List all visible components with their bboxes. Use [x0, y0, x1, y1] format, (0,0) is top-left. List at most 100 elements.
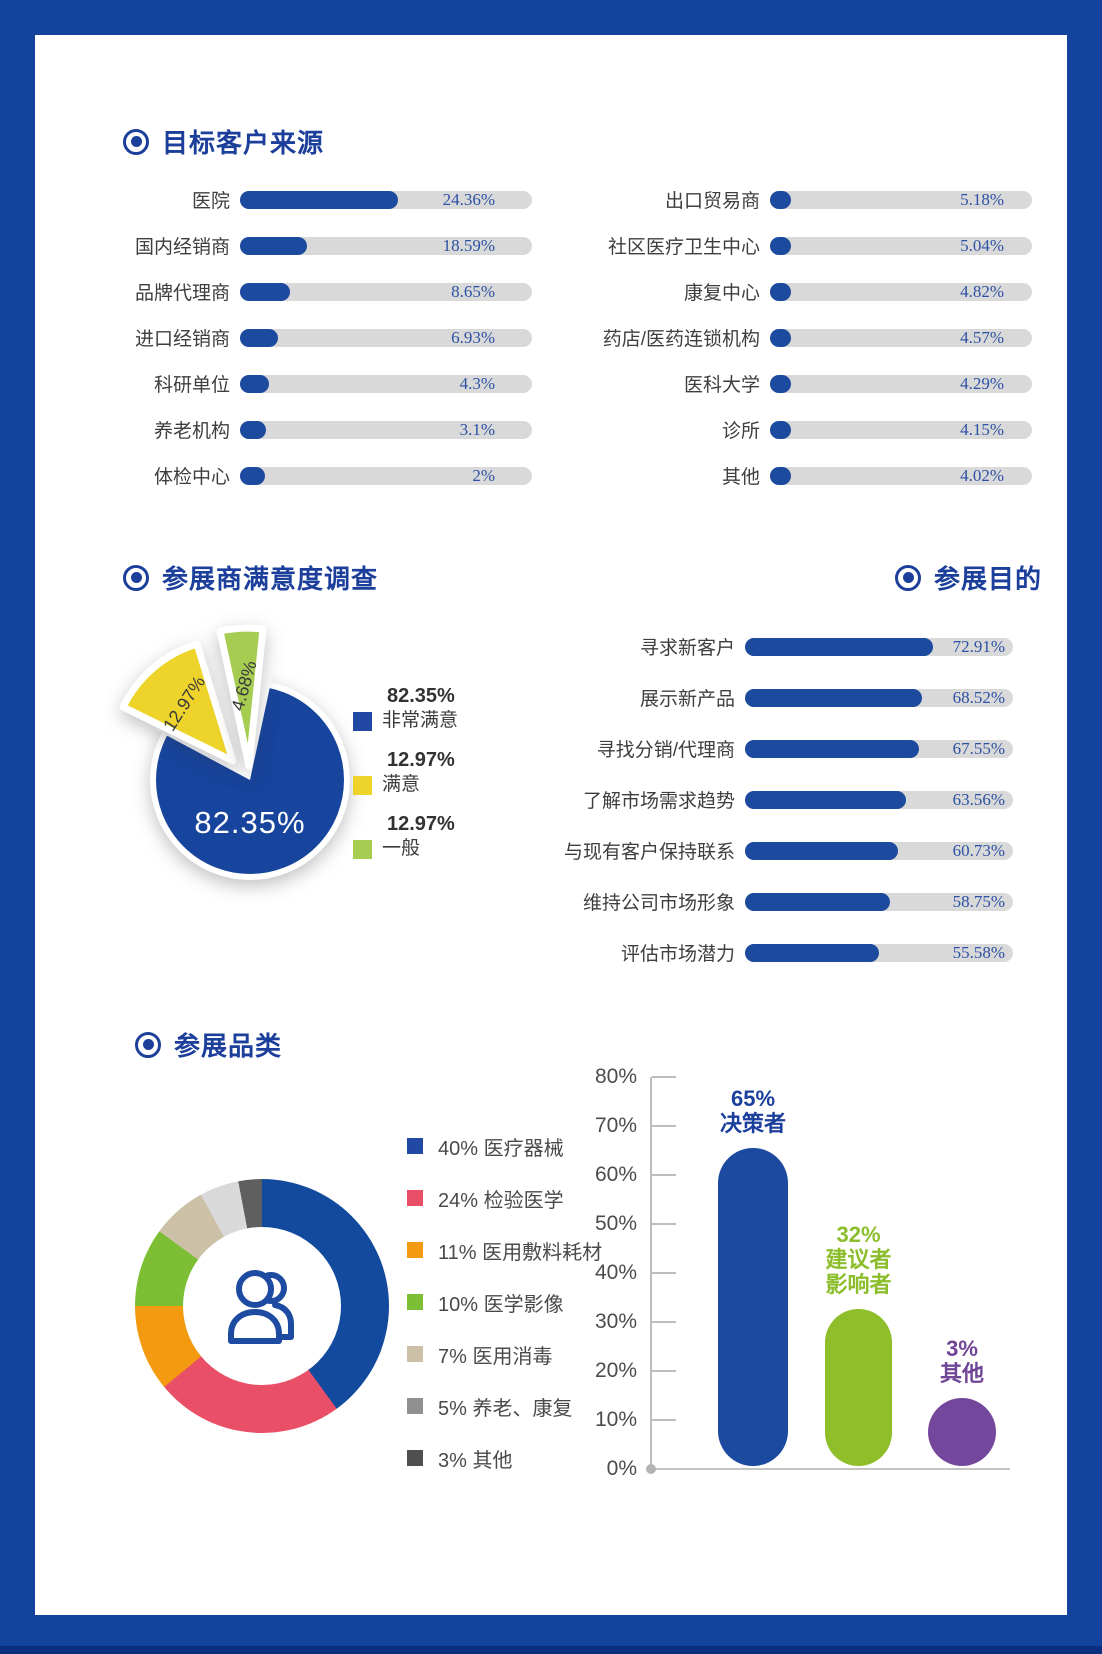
bar-row: 进口经销商 6.93% [60, 324, 532, 351]
bar-track: 4.82% [770, 281, 1032, 301]
bar-category-label: 出口贸易商 [664, 191, 760, 212]
bar-track: 4.57% [770, 327, 1032, 347]
bar-category-label: 医科大学 [683, 375, 760, 396]
bar-category-label: 药店/医药连锁机构 [602, 329, 760, 350]
bar-track: 6.93% [240, 327, 532, 347]
bar-row: 体检中心 2% [60, 462, 532, 489]
bar-track: 67.55% [745, 738, 1013, 758]
axis-tick-label: 50% [594, 1212, 637, 1235]
legend-color-swatch [407, 1138, 423, 1154]
bar-track: 60.73% [745, 840, 1013, 860]
bottom-strip [0, 1646, 1102, 1654]
legend-label: 10% 医学影像 [438, 1293, 564, 1316]
legend-entry: 40% 医疗器械 [407, 1135, 602, 1160]
axis-tick [652, 1174, 676, 1176]
bar-track: 72.91% [745, 637, 1013, 656]
bar-category-label: 医院 [191, 191, 230, 212]
bar-category-label: 诊所 [721, 421, 760, 442]
axis-origin-dot [646, 1464, 656, 1474]
bar-value: 3.1% [459, 419, 495, 439]
bar-fill [745, 637, 933, 656]
bar-category-label: 寻求新客户 [639, 638, 735, 659]
bar-value: 4.57% [960, 327, 1004, 347]
section-bullet-icon [123, 564, 149, 591]
bar-row: 评估市场潜力 55.58% [540, 939, 1013, 966]
bar-row: 国内经销商 18.59% [60, 232, 532, 259]
bar-row: 养老机构 3.1% [60, 416, 532, 443]
legend-label: 3% 其他 [438, 1449, 513, 1472]
categories-legend: 40% 医疗器械 24% 检验医学 11% 医用敷料耗材 10% 医学影像 7% 医用消… [407, 1135, 602, 1499]
bar-track: 5.04% [770, 236, 1032, 255]
legend-entry: 24% 检验医学 [407, 1187, 602, 1212]
bar-fill [240, 328, 278, 347]
section-title-text: 参展目的 [934, 564, 1043, 594]
bar-row: 展示新产品 68.52% [540, 684, 1013, 711]
legend-label: 一般 [382, 838, 421, 859]
role-bar-label: 3% 其他 [872, 1336, 1052, 1386]
bar-category-label: 品牌代理商 [134, 283, 230, 304]
bar-row: 医科大学 4.29% [547, 370, 1032, 397]
customer-sources-left-column: 医院 24.36% 国内经销商 18.59% 品牌代理商 8.65% 进口经销商 6.93% 科… [60, 186, 532, 508]
bar-row: 维持公司市场形象 58.75% [540, 888, 1013, 915]
section-bullet-icon [895, 564, 921, 591]
bar-value: 4.82% [960, 281, 1004, 301]
role-bar-label: 32% 建议者 影响者 [769, 1222, 949, 1297]
axis-tick [652, 1223, 676, 1225]
satisfaction-legend: 82.35% 非常满意 12.97% 满意 12.97% 一般 [353, 685, 458, 877]
section-bullet-icon [123, 128, 149, 155]
bar-track: 4.02% [770, 466, 1032, 485]
bar-category-label: 康复中心 [683, 283, 760, 304]
bar-track: 4.15% [770, 420, 1032, 439]
legend-entry: 10% 医学影像 [407, 1291, 602, 1316]
axis-tick-label: 60% [594, 1163, 637, 1186]
bar-category-label: 体检中心 [153, 467, 230, 488]
x-axis-line [650, 1468, 1010, 1470]
bar-value: 8.65% [451, 281, 495, 301]
bar-fill [770, 236, 791, 255]
bar-row: 其他 4.02% [547, 462, 1032, 489]
bar-fill [240, 420, 267, 439]
bar-value: 18.59% [442, 235, 495, 255]
legend-label: 40% 医疗器械 [438, 1137, 564, 1160]
bar-value: 60.73% [952, 840, 1005, 860]
bar-row: 药店/医药连锁机构 4.57% [547, 324, 1032, 351]
bar-row: 了解市场需求趋势 63.56% [540, 786, 1013, 813]
bar-value: 6.93% [451, 327, 495, 347]
customer-sources-right-column: 出口贸易商 5.18% 社区医疗卫生中心 5.04% 康复中心 4.82% 药店/医药连锁机… [547, 186, 1032, 508]
bar-track: 4.29% [770, 374, 1032, 393]
bar-row: 品牌代理商 8.65% [60, 278, 532, 305]
legend-line: 满意 [353, 774, 458, 796]
axis-tick [652, 1125, 676, 1127]
categories-donut-chart [135, 1179, 389, 1433]
bar-value: 63.56% [952, 789, 1005, 809]
bar-track: 5.18% [770, 190, 1032, 209]
section-title-categories: 参展品类 [135, 1026, 282, 1063]
legend-label: 5% 养老、康复 [438, 1397, 573, 1420]
bar-category-label: 科研单位 [153, 375, 230, 396]
bar-track: 4.3% [240, 373, 532, 393]
y-axis-line [650, 1077, 652, 1469]
legend-color-swatch [353, 775, 372, 795]
bar-value: 4.3% [459, 373, 495, 393]
legend-label: 24% 检验医学 [438, 1189, 564, 1212]
legend-entry: 12.97% 满意 [353, 749, 458, 796]
legend-line: 一般 [353, 838, 458, 860]
bar-fill [240, 466, 265, 485]
bar-fill [770, 420, 791, 439]
purposes-chart: 寻求新客户 72.91% 展示新产品 68.52% 寻找分销/代理商 67.55% 了解市场… [540, 633, 1013, 990]
bar-fill [770, 190, 791, 209]
section-title-purposes: 参展目的 [895, 559, 1042, 596]
bar-category-label: 其他 [721, 467, 760, 488]
bar-fill [240, 374, 270, 393]
bar-category-label: 社区医疗卫生中心 [607, 237, 760, 258]
pie-slice-average [216, 624, 267, 770]
bar-value: 67.55% [952, 738, 1005, 758]
bar-fill [745, 841, 898, 860]
bar-category-label: 进口经销商 [134, 329, 230, 350]
legend-color-swatch [407, 1242, 423, 1258]
legend-value: 82.35% [387, 685, 455, 707]
role-bar [928, 1398, 996, 1466]
bar-row: 康复中心 4.82% [547, 278, 1032, 305]
bar-track: 63.56% [745, 789, 1013, 809]
bar-row: 出口贸易商 5.18% [547, 186, 1032, 213]
